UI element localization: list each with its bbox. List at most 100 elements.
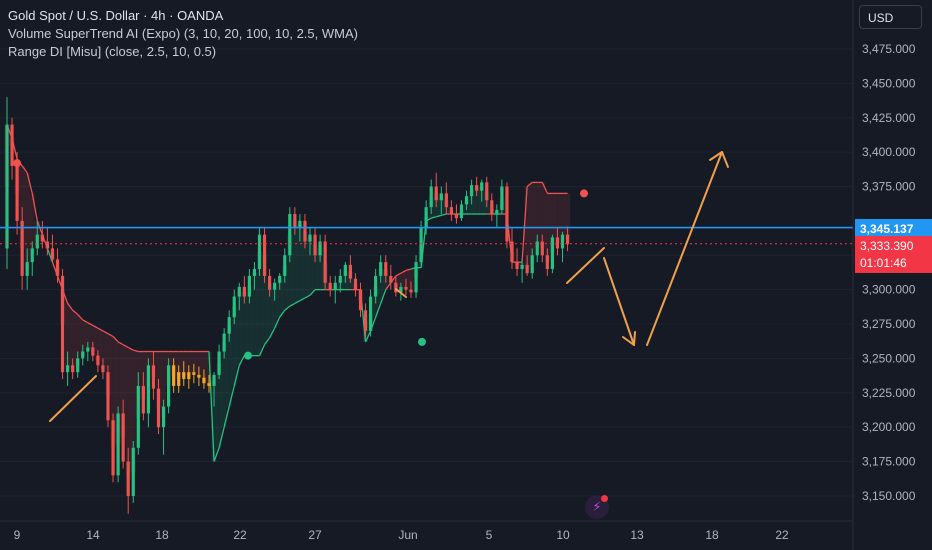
candle-body — [257, 234, 262, 270]
candle-body — [161, 406, 166, 428]
candle-body — [268, 275, 272, 290]
candle-body — [449, 207, 453, 215]
trend-fill — [549, 193, 555, 254]
candle-body — [333, 282, 337, 290]
candle-body — [510, 241, 514, 263]
trend-fill — [261, 255, 268, 345]
candle-body — [60, 275, 65, 373]
trend-fill — [75, 314, 81, 366]
indicator-supertrend[interactable]: Volume SuperTrend AI (Expo) (3, 10, 20, … — [8, 26, 358, 41]
supertrend-segment — [364, 330, 372, 343]
sell-signal-dot — [580, 189, 588, 198]
candle-body — [374, 275, 378, 297]
supertrend-segment — [223, 406, 230, 428]
candle-body — [313, 234, 317, 256]
candle-body — [182, 372, 186, 380]
candle-body — [520, 264, 524, 270]
candle-body — [222, 333, 226, 352]
supertrend-segment — [46, 248, 54, 263]
candle-body — [369, 296, 373, 331]
price-tick-label: 3,150.000 — [862, 489, 916, 503]
supertrend-segment — [274, 316, 281, 329]
trend-fill — [534, 182, 540, 249]
candle-body — [560, 234, 565, 249]
supertrend-segment — [279, 309, 286, 318]
trend-fill — [408, 269, 414, 292]
candle-body — [303, 220, 307, 242]
price-axis[interactable]: 3,475.000 3,450.000 3,425.000 3,400.000 3,37… — [862, 42, 916, 503]
trend-fill — [287, 234, 293, 307]
time-tick-label: 13 — [630, 528, 644, 542]
trend-fill — [100, 330, 106, 369]
supertrend-segment — [521, 186, 528, 263]
supertrend-segment — [127, 346, 134, 351]
notification-dot — [601, 495, 608, 502]
time-axis[interactable]: 9 14 18 22 27 Jun 5 10 13 18 22 — [14, 528, 789, 542]
candle-body — [298, 220, 302, 228]
trend-fill — [317, 248, 323, 290]
supertrend-segment — [375, 303, 382, 318]
annotations[interactable] — [49, 151, 729, 422]
candle-body — [126, 461, 130, 496]
trend-line — [566, 247, 605, 284]
trend-fill — [564, 193, 571, 240]
arrowhead — [622, 336, 635, 346]
trend-fill — [277, 279, 283, 318]
supertrend-segment — [87, 322, 94, 326]
sell-signal-dot — [13, 159, 22, 168]
candle-body — [172, 365, 176, 386]
candle-body — [192, 372, 196, 375]
trend-fill — [256, 251, 263, 356]
trend-fill — [95, 328, 101, 361]
price-tick-label: 3,400.000 — [862, 145, 916, 159]
arrowhead — [709, 151, 723, 161]
candle-body — [15, 165, 19, 221]
candle-body — [141, 385, 145, 414]
supertrend-segment — [395, 272, 402, 277]
supertrend-segment — [112, 335, 119, 343]
candle-body — [454, 214, 459, 219]
symbol-title[interactable]: Gold Spot / U.S. Dollar · 4h · OANDA — [8, 8, 224, 23]
candle-body — [399, 286, 403, 293]
candle-body — [50, 248, 55, 260]
currency-button[interactable]: USD — [859, 5, 922, 29]
candle-body — [490, 200, 494, 215]
candle-body — [273, 282, 277, 290]
candle-body — [429, 186, 433, 208]
candle-body — [5, 124, 9, 249]
supertrend-segment — [208, 351, 215, 462]
candle-body — [262, 234, 267, 276]
price-tick-label: 3,425.000 — [862, 111, 916, 125]
trend-fill — [29, 193, 35, 256]
supertrend-segment — [97, 327, 104, 332]
buy-signal-dot — [244, 351, 252, 360]
supertrend-segment — [228, 385, 235, 407]
candle-body — [323, 241, 327, 283]
candle-body — [151, 365, 156, 389]
price-lines — [0, 226, 853, 245]
candle-body — [515, 262, 519, 270]
candle-body — [318, 241, 322, 256]
trend-fill — [297, 224, 303, 301]
trend-fill — [125, 347, 131, 479]
supertrend-segment — [21, 165, 28, 174]
supertrend-segment — [258, 344, 266, 356]
candle-body — [242, 286, 246, 297]
candle-body — [66, 365, 70, 373]
candle-body — [40, 234, 44, 242]
trend-fill — [312, 244, 318, 290]
trend-fill — [267, 282, 273, 338]
candle-body — [116, 413, 120, 476]
supertrend-segment — [82, 319, 89, 324]
trend-fill — [70, 310, 76, 369]
trend-fill — [241, 291, 247, 356]
trend-fill — [201, 351, 207, 381]
candle-body — [247, 275, 251, 297]
candle-body — [545, 255, 549, 270]
candle-body — [202, 377, 206, 384]
candle-body — [207, 383, 211, 386]
candle-body — [470, 185, 474, 197]
candle-body — [555, 237, 560, 249]
indicator-range-di[interactable]: Range DI [Misu] (close, 2.5, 10, 0.5) — [8, 44, 217, 59]
